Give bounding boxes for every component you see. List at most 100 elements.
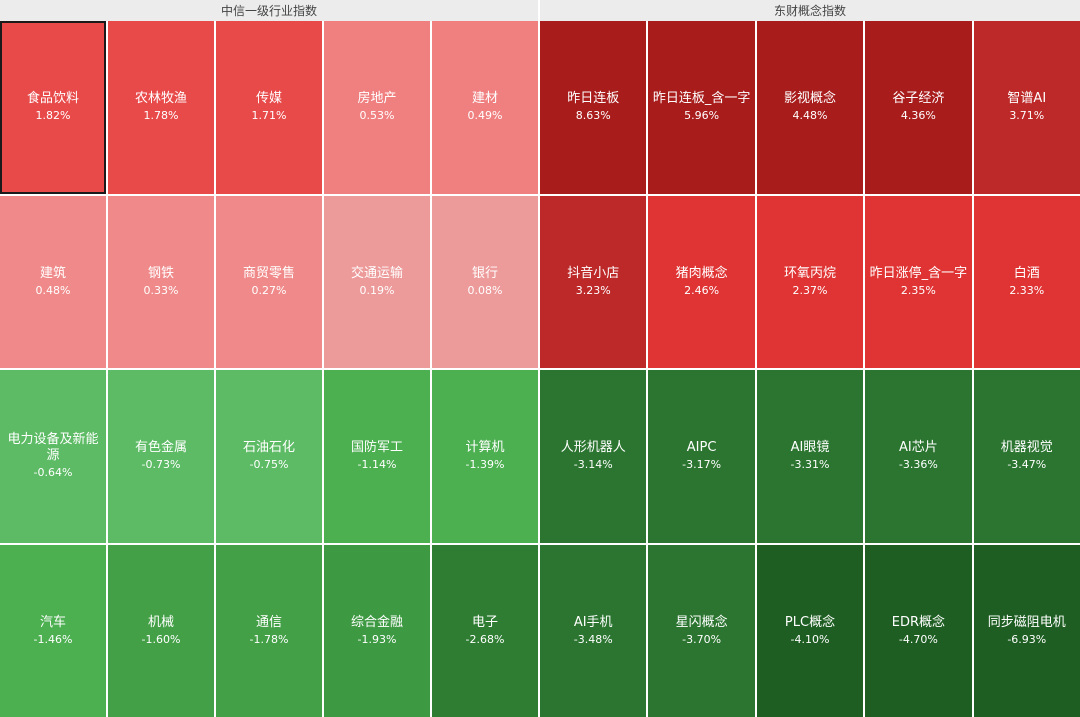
concept-cell[interactable]: 智谱AI 3.71% bbox=[973, 21, 1080, 194]
industry-cell[interactable]: 银行 0.08% bbox=[432, 195, 538, 368]
industry-index-header: 中信一级行业指数 bbox=[0, 0, 538, 21]
cell-name-label: 钢铁 bbox=[147, 265, 174, 281]
cell-name-label: 昨日连板 bbox=[567, 91, 620, 107]
cell-change-label: -3.36% bbox=[898, 458, 938, 472]
cell-change-label: -1.46% bbox=[33, 632, 73, 646]
cell-change-label: 0.49% bbox=[467, 109, 503, 123]
cell-name-label: 建材 bbox=[471, 91, 498, 107]
industry-cell[interactable]: 钢铁 0.33% bbox=[108, 195, 214, 368]
cell-change-label: 0.19% bbox=[359, 283, 395, 297]
concept-cell[interactable]: AI手机 -3.48% bbox=[540, 544, 647, 717]
cell-name-label: 机械 bbox=[147, 614, 174, 630]
cell-change-label: -1.14% bbox=[357, 458, 397, 472]
cell-name-label: 汽车 bbox=[39, 614, 66, 630]
cell-name-label: 电子 bbox=[471, 614, 498, 630]
concept-cell[interactable]: PLC概念 -4.10% bbox=[756, 544, 864, 717]
cell-change-label: 2.46% bbox=[684, 283, 720, 297]
cell-name-label: 智谱AI bbox=[1007, 91, 1047, 107]
cell-name-label: 建筑 bbox=[39, 265, 66, 281]
cell-change-label: 1.82% bbox=[35, 109, 71, 123]
cell-name-label: 影视概念 bbox=[783, 91, 836, 107]
cell-name-label: 传媒 bbox=[255, 91, 282, 107]
concept-cell[interactable]: AI眼镜 -3.31% bbox=[756, 370, 864, 543]
cell-change-label: -3.17% bbox=[682, 458, 722, 472]
cell-name-label: 白酒 bbox=[1013, 265, 1040, 281]
cell-name-label: 昨日连板_含一字 bbox=[652, 91, 751, 107]
industry-cell[interactable]: 有色金属 -0.73% bbox=[108, 370, 214, 543]
cell-change-label: 3.71% bbox=[1009, 109, 1045, 123]
cell-change-label: 2.35% bbox=[900, 283, 936, 297]
concept-cell[interactable]: 谷子经济 4.36% bbox=[865, 21, 972, 194]
industry-cell[interactable]: 商贸零售 0.27% bbox=[216, 195, 322, 368]
concept-cell[interactable]: 抖音小店 3.23% bbox=[540, 195, 647, 368]
cell-change-label: -6.93% bbox=[1007, 632, 1047, 646]
concept-cell[interactable]: EDR概念 -4.70% bbox=[865, 544, 972, 717]
cell-name-label: 石油石化 bbox=[242, 440, 295, 456]
concept-cell[interactable]: 昨日涨停_含一字 2.35% bbox=[865, 195, 972, 368]
cell-change-label: -3.70% bbox=[682, 632, 722, 646]
cell-name-label: 食品饮料 bbox=[26, 91, 79, 107]
cell-change-label: -2.68% bbox=[465, 632, 505, 646]
cell-change-label: 0.48% bbox=[35, 283, 71, 297]
industry-cell[interactable]: 建材 0.49% bbox=[432, 21, 538, 194]
cell-change-label: -3.31% bbox=[790, 458, 830, 472]
concept-cell[interactable]: AIPC -3.17% bbox=[648, 370, 755, 543]
cell-name-label: 昨日涨停_含一字 bbox=[869, 265, 968, 281]
industry-cell[interactable]: 石油石化 -0.75% bbox=[216, 370, 322, 543]
cell-name-label: 抖音小店 bbox=[567, 265, 620, 281]
cell-change-label: -4.70% bbox=[898, 632, 938, 646]
cell-change-label: 0.33% bbox=[143, 283, 179, 297]
industry-index-heatmap: 食品饮料 1.82% 农林牧渔 1.78% 传媒 1.71% 房地产 0.53% 建材 0.49%… bbox=[0, 21, 538, 717]
concept-index-header: 东财概念指数 bbox=[540, 0, 1080, 21]
cell-name-label: 环氧丙烷 bbox=[783, 265, 836, 281]
industry-cell[interactable]: 综合金融 -1.93% bbox=[324, 544, 430, 717]
concept-cell[interactable]: 人形机器人 -3.14% bbox=[540, 370, 647, 543]
industry-cell[interactable]: 电子 -2.68% bbox=[432, 544, 538, 717]
cell-name-label: 计算机 bbox=[465, 440, 505, 456]
industry-cell[interactable]: 房地产 0.53% bbox=[324, 21, 430, 194]
cell-name-label: AI眼镜 bbox=[790, 440, 830, 456]
industry-cell[interactable]: 国防军工 -1.14% bbox=[324, 370, 430, 543]
cell-change-label: -3.14% bbox=[573, 458, 613, 472]
cell-change-label: -0.64% bbox=[33, 466, 73, 480]
cell-name-label: 商贸零售 bbox=[242, 265, 295, 281]
concept-cell[interactable]: 白酒 2.33% bbox=[973, 195, 1080, 368]
cell-name-label: 综合金融 bbox=[350, 614, 403, 630]
industry-cell[interactable]: 农林牧渔 1.78% bbox=[108, 21, 214, 194]
cell-name-label: PLC概念 bbox=[784, 614, 836, 630]
concept-cell[interactable]: AI芯片 -3.36% bbox=[865, 370, 972, 543]
concept-cell[interactable]: 猪肉概念 2.46% bbox=[648, 195, 755, 368]
concept-cell[interactable]: 同步磁阻电机 -6.93% bbox=[973, 544, 1080, 717]
cell-change-label: 1.78% bbox=[143, 109, 179, 123]
cell-change-label: 8.63% bbox=[575, 109, 611, 123]
cell-name-label: 星闪概念 bbox=[675, 614, 728, 630]
industry-cell[interactable]: 传媒 1.71% bbox=[216, 21, 322, 194]
cell-name-label: AIPC bbox=[686, 440, 717, 456]
industry-cell[interactable]: 电力设备及新能源 -0.64% bbox=[0, 370, 106, 543]
cell-change-label: -1.39% bbox=[465, 458, 505, 472]
industry-cell[interactable]: 食品饮料 1.82% bbox=[0, 21, 106, 194]
cell-change-label: -4.10% bbox=[790, 632, 830, 646]
industry-cell[interactable]: 通信 -1.78% bbox=[216, 544, 322, 717]
industry-cell[interactable]: 建筑 0.48% bbox=[0, 195, 106, 368]
concept-cell[interactable]: 昨日连板 8.63% bbox=[540, 21, 647, 194]
cell-name-label: AI芯片 bbox=[899, 440, 938, 456]
industry-cell[interactable]: 计算机 -1.39% bbox=[432, 370, 538, 543]
cell-change-label: 4.36% bbox=[900, 109, 936, 123]
cell-name-label: 猪肉概念 bbox=[675, 265, 728, 281]
concept-cell[interactable]: 影视概念 4.48% bbox=[756, 21, 864, 194]
cell-name-label: 国防军工 bbox=[350, 440, 403, 456]
cell-change-label: 0.27% bbox=[251, 283, 287, 297]
concept-cell[interactable]: 昨日连板_含一字 5.96% bbox=[648, 21, 755, 194]
industry-cell[interactable]: 机械 -1.60% bbox=[108, 544, 214, 717]
concept-cell[interactable]: 环氧丙烷 2.37% bbox=[756, 195, 864, 368]
concept-cell[interactable]: 机器视觉 -3.47% bbox=[973, 370, 1080, 543]
cell-name-label: 机器视觉 bbox=[1000, 440, 1053, 456]
cell-name-label: 电力设备及新能源 bbox=[7, 432, 99, 464]
industry-cell[interactable]: 交通运输 0.19% bbox=[324, 195, 430, 368]
concept-cell[interactable]: 星闪概念 -3.70% bbox=[648, 544, 755, 717]
cell-name-label: 农林牧渔 bbox=[134, 91, 187, 107]
cell-change-label: 4.48% bbox=[792, 109, 828, 123]
cell-change-label: 1.71% bbox=[251, 109, 287, 123]
industry-cell[interactable]: 汽车 -1.46% bbox=[0, 544, 106, 717]
